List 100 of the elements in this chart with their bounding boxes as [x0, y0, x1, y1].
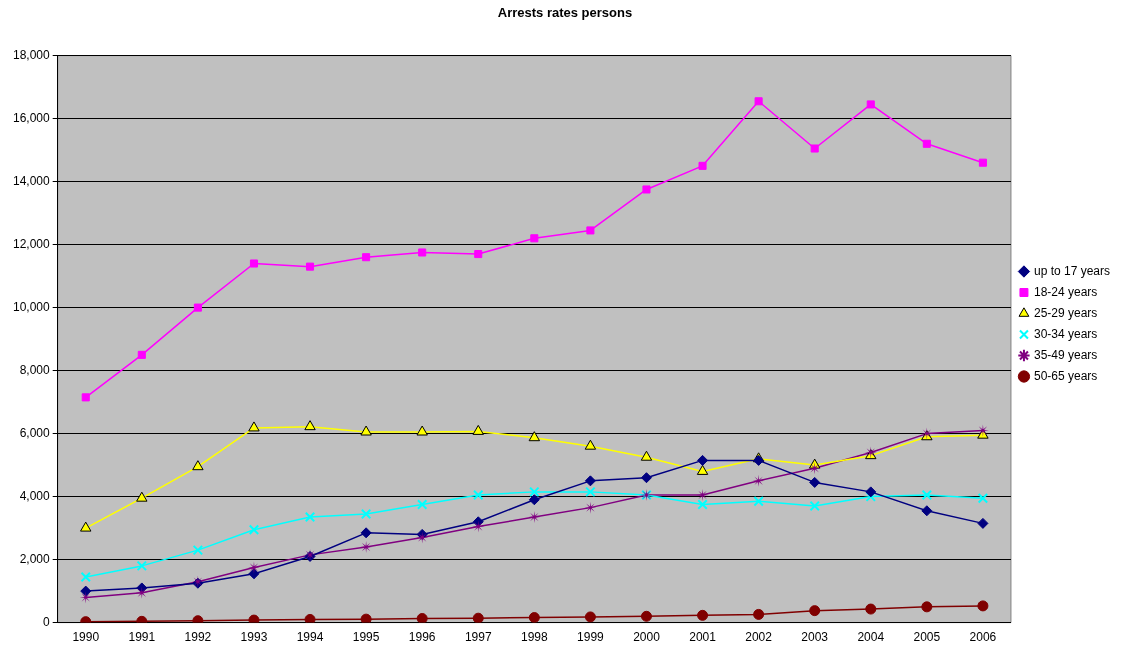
legend-label: 18-24 years [1033, 284, 1098, 299]
point [977, 492, 989, 504]
x-tick-label: 1999 [577, 630, 605, 645]
point [80, 585, 92, 597]
point [304, 420, 316, 431]
point [696, 464, 709, 475]
point [978, 158, 987, 167]
x-tick-label: 2005 [913, 630, 941, 645]
point [808, 462, 821, 475]
point [80, 521, 92, 532]
x-tick-label: 1997 [464, 630, 492, 645]
point [640, 450, 653, 461]
point [977, 517, 989, 529]
legend-label: 50-65 years [1033, 368, 1098, 383]
legend-label: 25-29 years [1033, 305, 1098, 320]
point [416, 499, 428, 510]
point [754, 97, 763, 106]
point [137, 350, 146, 359]
point [585, 486, 596, 498]
point [248, 568, 260, 580]
point [530, 234, 539, 243]
x-tick-label: 1994 [296, 630, 324, 645]
point [136, 491, 148, 502]
point [416, 613, 428, 623]
point [528, 431, 541, 442]
point [921, 489, 933, 501]
point [640, 610, 652, 622]
x-tick-label: 2001 [689, 630, 717, 645]
point [528, 612, 540, 623]
point [362, 253, 371, 262]
point [866, 100, 875, 109]
x-tick-label: 1996 [408, 630, 436, 645]
point [193, 303, 202, 312]
point [472, 424, 484, 435]
point [697, 454, 709, 466]
point [474, 250, 483, 259]
point [306, 262, 315, 271]
y-tick-label: 14,000 [13, 173, 51, 188]
point [473, 489, 484, 501]
y-tick-label: 2,000 [19, 551, 51, 566]
point [360, 508, 372, 520]
point [921, 505, 933, 517]
point [418, 248, 427, 257]
point [865, 486, 877, 498]
point [136, 560, 148, 572]
point [753, 608, 765, 620]
point [529, 486, 540, 498]
point [698, 161, 707, 170]
point [584, 611, 596, 623]
x-tick-label: 1991 [128, 630, 156, 645]
point [248, 524, 260, 535]
point [809, 500, 820, 512]
point [584, 475, 596, 487]
legend-label: up to 17 years [1033, 263, 1111, 278]
legend-label: 35-49 years [1033, 347, 1098, 362]
point [304, 613, 316, 623]
point [135, 586, 148, 599]
y-tick-label: 4,000 [19, 488, 51, 503]
y-tick-label: 8,000 [19, 362, 51, 377]
y-tick-label: 10,000 [13, 299, 51, 314]
legend-label: 30-34 years [1033, 326, 1098, 341]
point [809, 476, 821, 488]
point [809, 605, 821, 617]
x-tick-label: 2000 [633, 630, 661, 645]
x-tick-label: 2003 [801, 630, 829, 645]
x-tick-label: 2006 [969, 630, 997, 645]
point [79, 591, 92, 604]
y-tick-label: 0 [43, 614, 51, 629]
point [360, 613, 372, 623]
point [360, 425, 372, 436]
y-tick-label: 6,000 [19, 425, 51, 440]
point [192, 544, 204, 556]
x-tick-label: 2004 [857, 630, 885, 645]
point [810, 144, 819, 153]
point [697, 609, 709, 621]
y-tick-label: 16,000 [13, 110, 51, 125]
point [921, 601, 933, 613]
point [80, 571, 91, 583]
point [249, 259, 258, 268]
point [922, 139, 931, 148]
point [753, 496, 764, 507]
point [472, 520, 485, 533]
point [472, 612, 484, 623]
point [697, 499, 708, 510]
point [360, 527, 372, 539]
point [586, 226, 595, 235]
x-tick-label: 1998 [520, 630, 548, 645]
x-tick-label: 1990 [72, 630, 100, 645]
point [584, 439, 597, 450]
point [416, 425, 428, 436]
point [192, 460, 204, 471]
chart-title: Arrests rates persons [497, 5, 633, 21]
point [640, 472, 652, 484]
x-tick-label: 2002 [745, 630, 773, 645]
point [81, 393, 90, 402]
point [304, 511, 316, 523]
point [865, 603, 877, 615]
point [642, 185, 651, 194]
x-tick-label: 1993 [240, 630, 268, 645]
point [248, 421, 260, 432]
